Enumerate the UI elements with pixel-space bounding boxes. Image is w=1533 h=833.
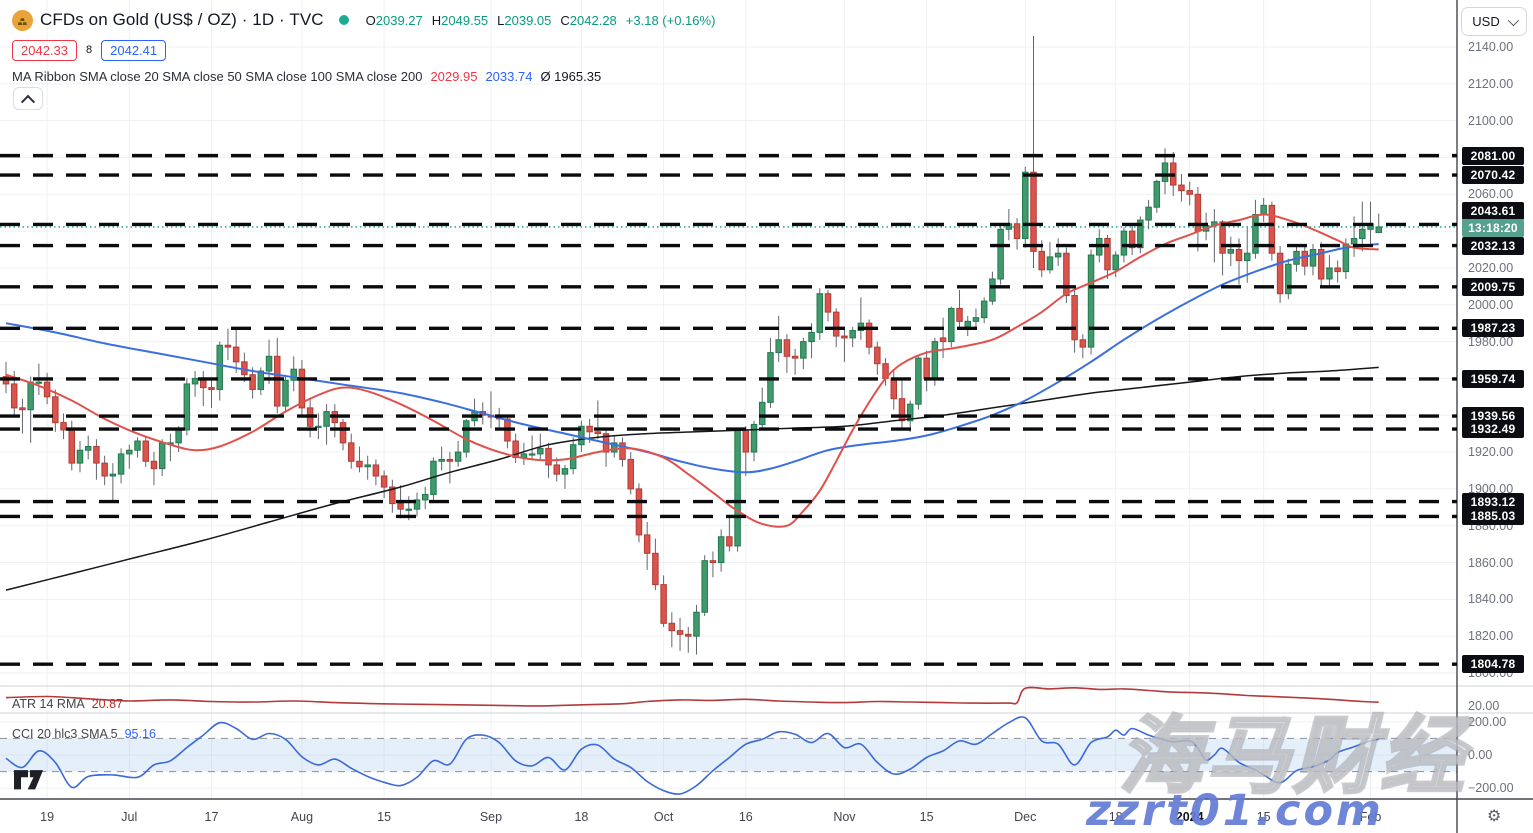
atr-line — [5, 686, 1379, 707]
cci-line — [5, 716, 1379, 795]
price-level-badge: 1885.03 — [1462, 507, 1524, 526]
price-tick-label: 2100.00 — [1468, 113, 1514, 128]
axis-settings-gear-icon[interactable]: ⚙ — [1487, 806, 1502, 825]
bar-countdown-badge: 13:18:20 — [1462, 218, 1524, 237]
price-tick-label: 1900.00 — [1468, 481, 1514, 496]
price-level-badge: 2032.13 — [1462, 236, 1524, 255]
candlesticks — [2, 35, 1382, 655]
price-level-badge: 2070.42 — [1462, 166, 1524, 185]
time-axis-label: 2024 — [1175, 810, 1204, 824]
price-tick-label: 1980.00 — [1468, 334, 1514, 349]
time-axis-label: 19 — [40, 810, 55, 824]
price-tick-label: 1820.00 — [1468, 629, 1514, 644]
time-axis-label: 16 — [738, 810, 753, 824]
time-axis-label: Feb — [1359, 810, 1382, 824]
price-tick-label: 2140.00 — [1468, 40, 1514, 54]
sell-button[interactable]: 2042.33 — [12, 39, 77, 61]
price-tick-label: 2120.00 — [1468, 76, 1514, 91]
time-axis-label: Nov — [833, 810, 856, 824]
time-axis-label: Aug — [290, 810, 314, 824]
chevron-up-icon — [20, 94, 36, 109]
buy-button[interactable]: 2042.41 — [101, 39, 167, 61]
price-level-badge: 2009.75 — [1462, 277, 1524, 296]
time-axis-label: Sep — [479, 810, 503, 824]
currency-selector[interactable]: USD — [1461, 7, 1527, 36]
collapse-pane-button[interactable] — [13, 87, 43, 110]
price-level-lines — [0, 153, 1457, 666]
cci-axis-label: 0.00 — [1468, 748, 1493, 762]
time-axis-label: Jul — [121, 810, 138, 824]
price-tick-label: 2020.00 — [1468, 260, 1514, 275]
price-tick-label: 2000.00 — [1468, 297, 1514, 312]
cci-axis-label: −200.00 — [1468, 781, 1514, 796]
time-axis-label: 17 — [204, 810, 219, 824]
time-axis-label: 18 — [1108, 810, 1123, 824]
price-tick-label: 2060.00 — [1468, 187, 1514, 202]
chevron-down-icon — [1507, 14, 1519, 26]
time-axis-label: 15 — [919, 810, 934, 824]
time-axis-label: 15 — [377, 810, 392, 824]
price-level-badge: 1804.78 — [1462, 655, 1524, 674]
price-level-badge: 1932.49 — [1462, 420, 1524, 439]
price-level-badge: 1959.74 — [1462, 369, 1524, 388]
time-axis-label: Oct — [653, 810, 674, 824]
cci-axis-label: 200.00 — [1468, 714, 1507, 729]
time-axis-label: Dec — [1014, 810, 1037, 824]
price-level-badge: 1987.23 — [1462, 319, 1524, 338]
grid-lines — [0, 0, 1457, 799]
price-tick-label: 1840.00 — [1468, 592, 1514, 607]
tradingview-logo-icon[interactable] — [14, 770, 44, 795]
cci-band — [0, 737, 1457, 773]
price-level-badge: 1893.12 — [1462, 492, 1524, 511]
atr-axis-label: 20.00 — [1468, 699, 1500, 713]
price-tick-label: 1860.00 — [1468, 555, 1514, 570]
currency-label: USD — [1472, 14, 1500, 29]
price-level-badge: 2043.61 — [1462, 202, 1524, 221]
time-axis-label: 18 — [574, 810, 589, 824]
time-axis-label: 15 — [1256, 810, 1271, 824]
price-tick-label: 1920.00 — [1468, 445, 1514, 460]
price-level-badge: 2081.00 — [1462, 146, 1524, 165]
